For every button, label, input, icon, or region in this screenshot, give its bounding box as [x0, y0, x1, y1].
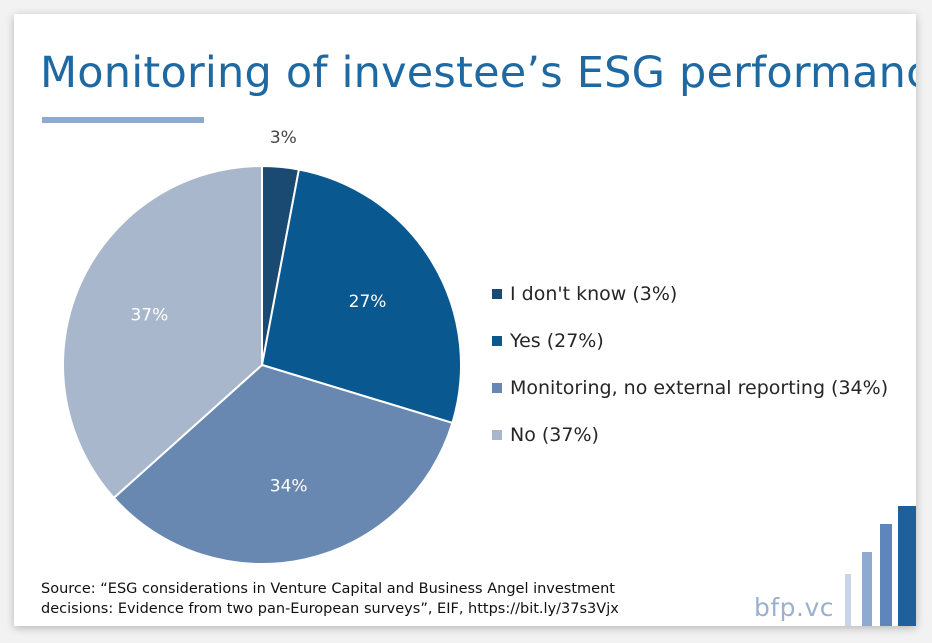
legend-swatch-2 [492, 336, 502, 346]
brand-bar-3 [880, 524, 892, 626]
legend-item-3: Monitoring, no external reporting (34%) [492, 376, 888, 400]
pie-slice-4 [62, 164, 263, 500]
legend-swatch-4 [492, 430, 502, 440]
pie-chart: 3% 27% 34% 37% [62, 128, 462, 565]
chart-legend: I don't know (3%) Yes (27%) Monitoring, no… [492, 282, 888, 470]
legend-label-4: No (37%) [510, 424, 599, 446]
legend-item-1: I don't know (3%) [492, 282, 888, 306]
brand-logo-text: bfp.vc [754, 593, 835, 622]
chart-title: Monitoring of investee’s ESG performance [40, 48, 916, 98]
pie-data-label-4: 37% [130, 306, 168, 326]
pie-slice-3 [112, 363, 454, 565]
title-underline [42, 117, 204, 123]
brand-bar-4 [898, 506, 916, 626]
legend-item-2: Yes (27%) [492, 329, 888, 353]
brand-bar-2 [862, 552, 872, 626]
legend-item-4: No (37%) [492, 423, 888, 447]
source-line-2: decisions: Evidence from two pan-Europea… [41, 601, 619, 617]
pie-data-label-2: 27% [349, 292, 387, 312]
pie-slice-2 [260, 168, 462, 425]
brand-bar-1 [845, 574, 851, 626]
legend-swatch-1 [492, 289, 502, 299]
source-note: Source: “ESG considerations in Venture C… [41, 579, 741, 619]
legend-label-3: Monitoring, no external reporting (34%) [510, 377, 889, 399]
source-line-1: Source: “ESG considerations in Venture C… [41, 581, 615, 597]
legend-swatch-3 [492, 383, 502, 393]
legend-label-2: Yes (27%) [510, 330, 604, 352]
legend-label-1: I don't know (3%) [510, 283, 678, 305]
pie-data-label-1: 3% [270, 128, 297, 148]
pie-data-label-3: 34% [270, 476, 308, 496]
slide: Monitoring of investee’s ESG performance… [14, 14, 916, 626]
